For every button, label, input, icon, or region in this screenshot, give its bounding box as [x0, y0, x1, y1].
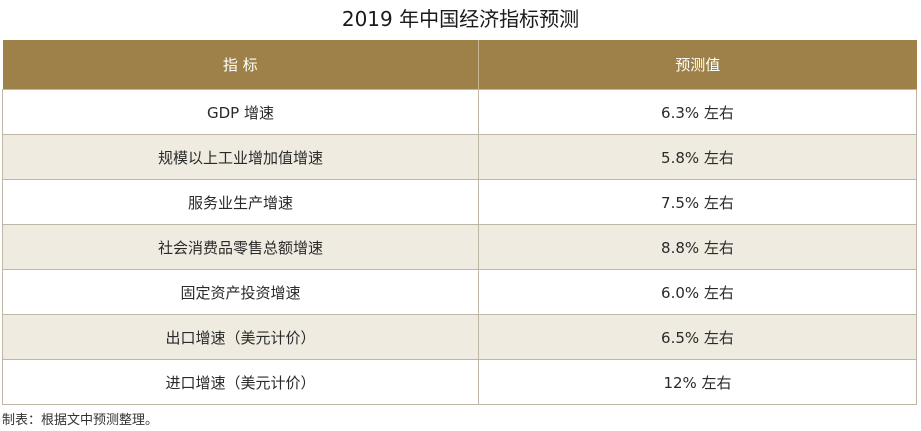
value-cell: 12% 左右: [478, 359, 917, 405]
table-row: 规模以上工业增加值增速 5.8% 左右: [2, 134, 917, 180]
table-header-row: 指 标 预测值: [2, 40, 917, 90]
indicator-cell: 出口增速（美元计价）: [2, 314, 479, 360]
indicator-cell: 服务业生产增速: [2, 179, 479, 225]
value-cell: 6.0% 左右: [478, 269, 917, 315]
table-row: 出口增速（美元计价） 6.5% 左右: [2, 314, 917, 360]
indicator-cell: 固定资产投资增速: [2, 269, 479, 315]
indicator-cell: 进口增速（美元计价）: [2, 359, 479, 405]
indicator-cell: 规模以上工业增加值增速: [2, 134, 479, 180]
value-cell: 5.8% 左右: [478, 134, 917, 180]
table-title: 2019 年中国经济指标预测: [341, 7, 580, 31]
value-cell: 6.3% 左右: [478, 89, 917, 135]
table-row: 社会消费品零售总额增速 8.8% 左右: [2, 224, 917, 270]
table-row: 固定资产投资增速 6.0% 左右: [2, 269, 917, 315]
header-forecast-value: 预测值: [478, 40, 917, 90]
header-indicator: 指 标: [2, 40, 479, 90]
value-cell: 6.5% 左右: [478, 314, 917, 360]
value-cell: 8.8% 左右: [478, 224, 917, 270]
table-row: GDP 增速 6.3% 左右: [2, 89, 917, 135]
table-row: 服务业生产增速 7.5% 左右: [2, 179, 917, 225]
indicator-cell: GDP 增速: [2, 89, 479, 135]
indicator-cell: 社会消费品零售总额增速: [2, 224, 479, 270]
source-note: 制表：根据文中预测整理。: [2, 413, 159, 428]
value-cell: 7.5% 左右: [478, 179, 917, 225]
forecast-table: 指 标 预测值 GDP 增速 6.3% 左右 规模以上工业增加值增速 5.8% …: [2, 40, 917, 405]
table-row: 进口增速（美元计价） 12% 左右: [2, 359, 917, 405]
